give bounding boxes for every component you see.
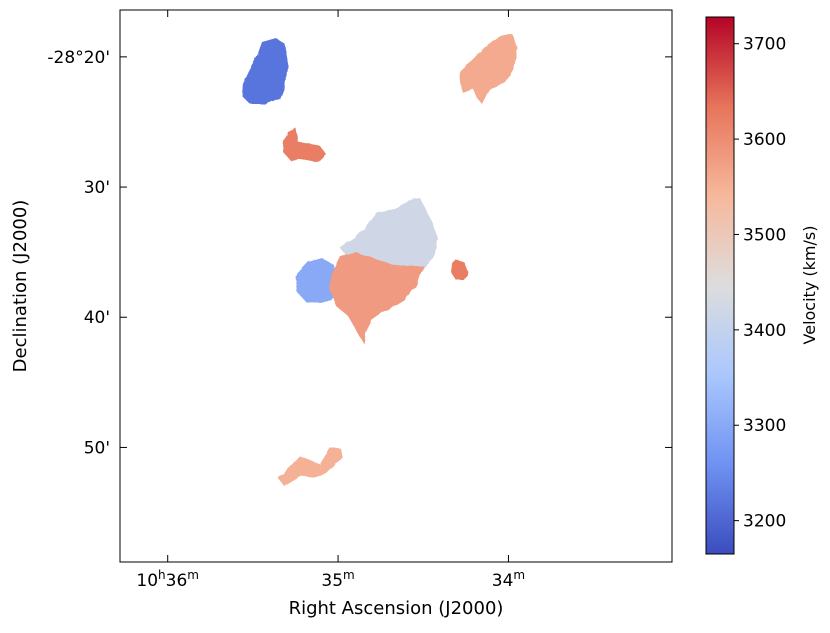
region-small-clump bbox=[283, 128, 326, 162]
region-central-east-part bbox=[340, 198, 438, 270]
region-northeast-clump bbox=[460, 34, 518, 104]
colorbar-tick-label: 3700 bbox=[743, 35, 786, 55]
region-central-south-part bbox=[330, 252, 424, 344]
y-tick-label: 50' bbox=[84, 438, 110, 458]
colorbar-label: Velocity (km/s) bbox=[800, 226, 819, 345]
colorbar bbox=[705, 16, 735, 555]
y-tick-label: -28°20' bbox=[47, 48, 110, 68]
y-axis-ticks bbox=[120, 56, 672, 448]
x-axis-ticks bbox=[167, 10, 509, 562]
region-central-west-lobe bbox=[295, 258, 338, 304]
colorbar-tick-label: 3500 bbox=[743, 225, 786, 245]
colorbar-ticks: 3200 3300 3400 3500 3600 3700 bbox=[734, 35, 786, 532]
y-tick-label: 40' bbox=[84, 308, 110, 328]
x-tick-label: 34m bbox=[492, 568, 525, 591]
x-tick-label: 35m bbox=[321, 568, 354, 591]
region-southern-clump bbox=[278, 448, 343, 486]
colorbar-tick-label: 3200 bbox=[743, 512, 786, 532]
x-tick-label: 10h36m bbox=[136, 568, 199, 591]
x-axis-tick-labels: 10h36m 35m 34m bbox=[136, 568, 525, 591]
region-northwest-clump bbox=[242, 38, 288, 104]
colorbar-tick-label: 3300 bbox=[743, 416, 786, 436]
region-small-east-clump bbox=[451, 260, 468, 280]
x-axis-label: Right Ascension (J2000) bbox=[289, 598, 504, 619]
colorbar-tick-label: 3400 bbox=[743, 321, 786, 341]
y-axis-label: Declination (J2000) bbox=[10, 200, 31, 373]
y-axis-tick-labels: -28°20' 30' 40' 50' bbox=[47, 48, 110, 459]
y-tick-label: 30' bbox=[84, 178, 110, 198]
velocity-regions bbox=[242, 34, 518, 486]
colorbar-tick-label: 3600 bbox=[743, 130, 786, 150]
